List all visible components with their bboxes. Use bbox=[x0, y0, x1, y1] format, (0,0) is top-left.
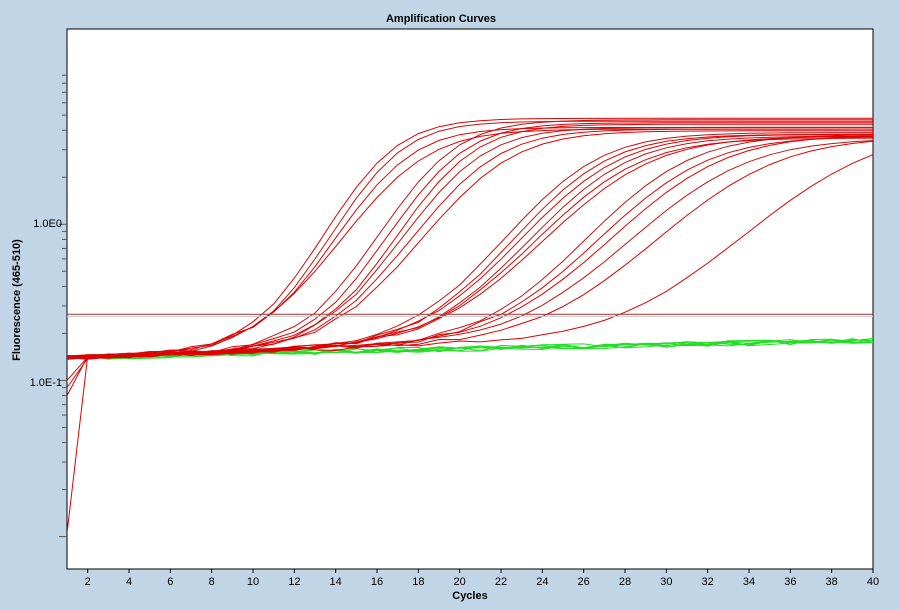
series-group bbox=[67, 117, 873, 534]
x-tick-label: 26 bbox=[578, 576, 590, 588]
x-tick-label: 14 bbox=[330, 576, 342, 588]
y-tick-label-1e-1: 1.0E-1 bbox=[30, 377, 62, 389]
plot-area bbox=[66, 28, 874, 570]
negative-curve bbox=[67, 339, 873, 360]
x-tick-label: 6 bbox=[167, 576, 173, 588]
positive-curve bbox=[67, 140, 873, 360]
x-axis: 2 4 6 8 10 12 14 16 18 20 22 24 26 28 30 32 34 36 38 40 bbox=[85, 569, 879, 588]
x-tick-label: 40 bbox=[867, 576, 879, 588]
x-tick-label: 8 bbox=[209, 576, 215, 588]
chart-title: Amplification Curves bbox=[386, 13, 496, 25]
y-axis-label: Fluorescence (465-510) bbox=[11, 239, 23, 361]
x-tick-label: 28 bbox=[619, 576, 631, 588]
x-tick-label: 30 bbox=[660, 576, 672, 588]
positive-curve bbox=[67, 120, 873, 388]
positive-curve bbox=[67, 136, 873, 360]
positive-curve bbox=[67, 154, 873, 359]
x-tick-label: 12 bbox=[288, 576, 300, 588]
x-tick-label: 24 bbox=[536, 576, 548, 588]
x-axis-label: Cycles bbox=[452, 590, 487, 602]
x-tick-label: 4 bbox=[126, 576, 132, 588]
y-axis bbox=[59, 74, 67, 538]
x-tick-label: 18 bbox=[412, 576, 424, 588]
positive-curve bbox=[67, 135, 873, 358]
x-tick-label: 22 bbox=[495, 576, 507, 588]
x-tick-label: 16 bbox=[371, 576, 383, 588]
x-tick-label: 10 bbox=[247, 576, 259, 588]
x-tick-label: 20 bbox=[454, 576, 466, 588]
x-tick-label: 36 bbox=[784, 576, 796, 588]
x-tick-label: 34 bbox=[743, 576, 755, 588]
x-tick-label: 38 bbox=[826, 576, 838, 588]
x-tick-label: 32 bbox=[702, 576, 714, 588]
y-tick-label-1e0: 1.0E0 bbox=[33, 218, 62, 230]
x-tick-label: 2 bbox=[85, 576, 91, 588]
